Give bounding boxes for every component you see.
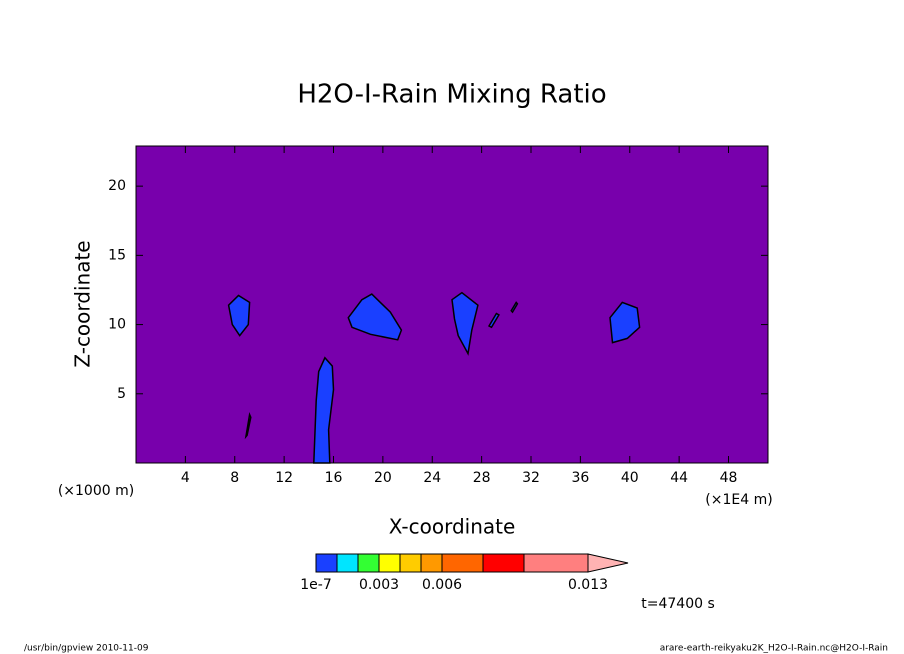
x-tick-label: 32	[522, 470, 540, 486]
colorbar-swatch	[482, 553, 525, 573]
x-tick-label: 28	[473, 470, 491, 486]
colorbar-label: 0.006	[422, 577, 462, 593]
colorbar-swatch	[523, 553, 589, 573]
x-axis-label: X-coordinate	[389, 515, 516, 539]
contour-region	[609, 301, 641, 344]
x-tick-label: 16	[325, 470, 343, 486]
contour-region	[244, 412, 252, 440]
x-tick-label: 40	[621, 470, 639, 486]
colorbar-swatch	[357, 553, 380, 573]
x-tick-label: 36	[571, 470, 589, 486]
colorbar-swatch	[315, 553, 338, 573]
colorbar-swatch	[378, 553, 401, 573]
contour-region	[487, 312, 500, 329]
y-tick-label: 10	[108, 317, 126, 333]
contour-region	[227, 294, 251, 337]
x-tick-label: 20	[374, 470, 392, 486]
contour-region	[347, 293, 403, 341]
y-unit-label: (×1000 m)	[58, 483, 134, 499]
y-tick-label: 5	[117, 386, 126, 402]
colorbar-label: 0.003	[359, 577, 399, 593]
colorbar-extension	[587, 553, 629, 573]
colorbar-swatch	[441, 553, 484, 573]
colorbar-swatch	[336, 553, 359, 573]
contour-region	[313, 356, 335, 464]
footer-left: /usr/bin/gpview 2010-11-09	[24, 644, 149, 654]
chart-title: H2O-I-Rain Mixing Ratio	[297, 80, 606, 110]
contour-region	[510, 301, 519, 314]
colorbar-label: 0.013	[568, 577, 608, 593]
y-tick-label: 20	[108, 178, 126, 194]
x-tick-label: 8	[230, 470, 239, 486]
footer-right: arare-earth-reikyaku2K_H2O-I-Rain.nc@H2O…	[660, 644, 888, 654]
colorbar-label: 1e-7	[300, 577, 331, 593]
time-label: t=47400 s	[641, 596, 715, 612]
x-tick-label: 44	[670, 470, 688, 486]
contour-region	[451, 291, 479, 356]
x-tick-label: 48	[720, 470, 738, 486]
plot-frame	[135, 145, 769, 464]
y-tick-label: 15	[108, 247, 126, 263]
x-tick-label: 12	[275, 470, 293, 486]
colorbar-swatch	[420, 553, 443, 573]
x-tick-label: 4	[181, 470, 190, 486]
x-unit-label: (×1E4 m)	[705, 492, 772, 508]
y-axis-label: Z-coordinate	[71, 240, 95, 367]
x-tick-label: 24	[423, 470, 441, 486]
colorbar-swatch	[399, 553, 422, 573]
